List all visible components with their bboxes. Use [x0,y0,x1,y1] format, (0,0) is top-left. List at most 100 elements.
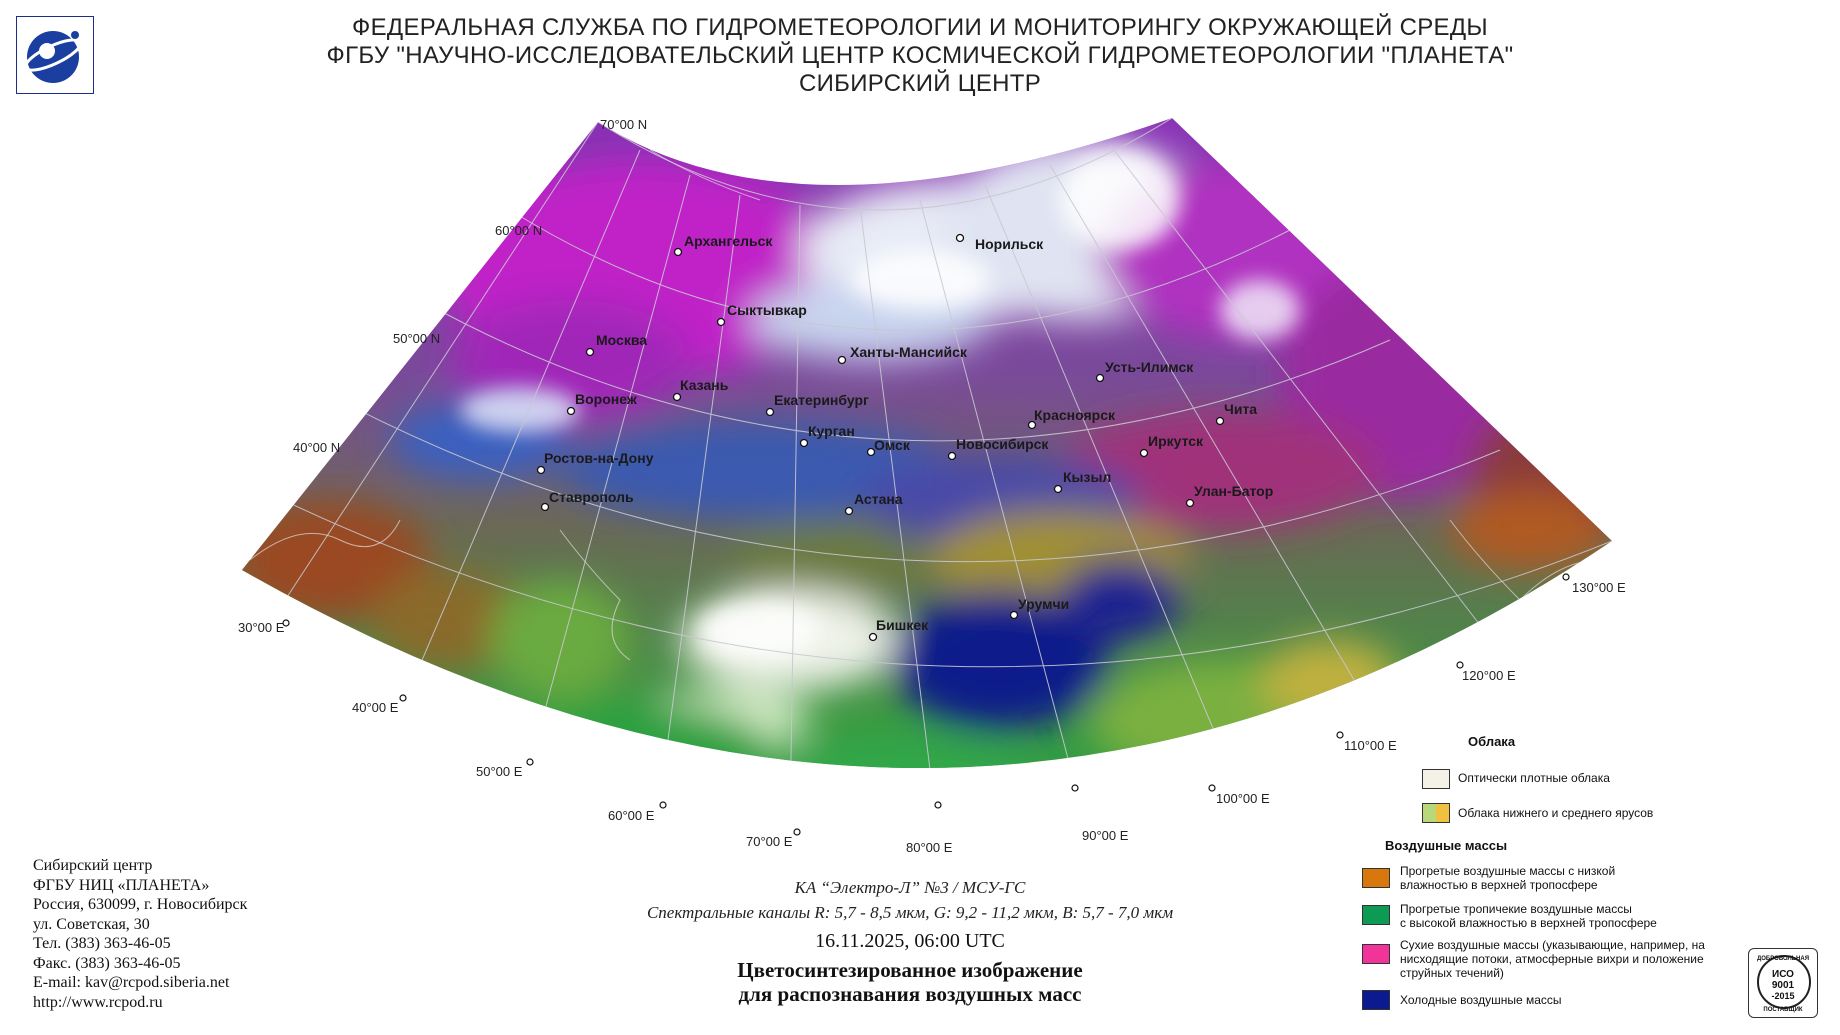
city-ulanbator: Улан-Батор [1185,483,1273,508]
header-line1: ФЕДЕРАЛЬНАЯ СЛУЖБА ПО ГИДРОМЕТЕОРОЛОГИИ … [352,14,1488,41]
spectral-bands: Спектральные каналы R: 5,7 - 8,5 мкм, G:… [646,903,1174,922]
contact-org: Сибирский центр [33,857,153,874]
image-title-line1: Цветосинтезированное изображение [737,958,1083,982]
city-khanty: Ханты-Мансийск [837,344,968,365]
city-rostov: Ростов-на-Дону [536,450,654,475]
city-syktyvkar: Сыктывкар [716,302,807,327]
legend-trop-1: Прогретые тропичекие воздушные массы [1400,902,1632,916]
legend-dry-2: нисходящие потоки, атмосферные вихри и п… [1400,952,1704,966]
contact-agency: ФГБУ НИЦ «ПЛАНЕТА» [33,876,210,894]
svg-text:Ставрополь: Ставрополь [549,489,634,505]
iso-seal-icon [1757,955,1811,1009]
svg-text:Москва: Москва [596,332,647,348]
svg-text:Сыктывкар: Сыктывкар [727,302,807,318]
svg-text:Новосибирск: Новосибирск [956,436,1049,452]
city-chita: Чита [1215,401,1257,426]
legend-warm-low-2: влажностью в верхней тропосфере [1400,878,1598,892]
legend-cold: Холодные воздушные массы [1400,993,1562,1007]
lon-label-100: 100°00 E [1216,791,1270,806]
legend-swatch-trop [1362,905,1390,925]
legend-warm-low-1: Прогретые воздушные массы с низкой [1400,864,1616,878]
city-ust-ilimsk: Усть-Илимск [1095,359,1194,383]
lon-label-60: 60°00 E [608,808,655,823]
satellite-caption: КА “Электро-Л” №3 / МСУ-ГС [794,878,1026,897]
legend-dry-3: струйных течений) [1400,966,1504,980]
lon-label-110: 110°00 E [1344,738,1397,753]
svg-text:Усть-Илимск: Усть-Илимск [1105,359,1194,375]
legend-air-title: Воздушные массы [1385,838,1508,853]
svg-text:Воронеж: Воронеж [575,391,638,407]
city-kyzyl: Кызыл [1053,469,1111,494]
legend-trop: Прогретые тропичекие воздушные массы с в… [1400,902,1657,930]
svg-text:Казань: Казань [680,377,729,393]
header: ФЕДЕРАЛЬНАЯ СЛУЖБА ПО ГИДРОМЕТЕОРОЛОГИИ … [0,14,1840,98]
svg-text:Улан-Батор: Улан-Батор [1194,483,1273,499]
graticule [242,118,1612,768]
image-datetime: 16.11.2025, 06:00 UTC [815,930,1005,952]
city-irkutsk: Иркутск [1139,433,1204,458]
city-urumqi: Урумчи [1009,596,1069,620]
city-krasnoyarsk: Красноярск [1027,407,1116,430]
contact-block: Сибирский центр ФГБУ НИЦ «ПЛАНЕТА» Росси… [33,856,247,1012]
lon-label-80: 80°00 E [906,840,953,855]
city-yekaterinburg: Екатеринбург [765,392,869,417]
city-kazan: Казань [672,377,729,402]
lat-label-50: 50°00 N [393,331,440,346]
header-line2: ФГБУ "НАУЧНО-ИССЛЕДОВАТЕЛЬСКИЙ ЦЕНТР КОС… [326,42,1514,69]
legend-swatch-dense [1422,769,1450,789]
lat-label-70: 70°00 N [600,117,647,132]
svg-text:Урумчи: Урумчи [1018,596,1069,612]
svg-text:Чита: Чита [1224,401,1257,417]
svg-text:Астана: Астана [854,491,903,507]
lon-label-130: 130°00 E [1572,580,1626,595]
iso-text-1: ИСО [1772,969,1794,980]
lon-label-120: 120°00 E [1462,668,1516,683]
legend-dense-clouds: Оптически плотные облака [1458,771,1610,785]
contact-address-street: ул. Советская, 30 [33,915,150,933]
svg-text:Бишкек: Бишкек [876,617,929,633]
iso-bottom-text: ПОСТАВЩИК [1763,1007,1803,1013]
city-voronezh: Воронеж [566,391,638,416]
contact-website: http://www.rcpod.ru [33,993,163,1011]
city-kurgan: Курган [799,423,855,448]
lat-label-60: 60°00 N [495,223,542,238]
city-norilsk: Норильск [955,233,1044,252]
header-line3: СИБИРСКИЙ ЦЕНТР [798,70,1042,97]
lon-label-50: 50°00 E [476,764,523,779]
city-astana: Астана [844,491,903,516]
lon-label-70: 70°00 E [746,834,793,849]
legend-swatch-warm-low [1362,868,1390,888]
city-bishkek: Бишкек [868,617,929,642]
svg-text:Красноярск: Красноярск [1034,407,1116,423]
legend-warm-low: Прогретые воздушные массы с низкой влажн… [1400,864,1615,892]
image-title-line2: для распознавания воздушных масс [738,982,1082,1006]
svg-text:Екатеринбург: Екатеринбург [774,392,869,408]
city-arkhangelsk: Архангельск [673,233,773,257]
contact-phone: Тел. (383) 363-46-05 [33,935,171,952]
planeta-logo [16,16,94,94]
lat-label-40: 40°00 N [293,440,340,455]
svg-text:Омск: Омск [874,437,911,453]
iso-top-text: ДОБРОВОЛЬНАЯ [1756,956,1810,962]
contact-address-city: Россия, 630099, г. Новосибирск [33,896,248,913]
lon-label-40: 40°00 E [352,700,399,715]
svg-text:Архангельск: Архангельск [684,233,773,249]
legend-swatch-dry [1362,944,1390,964]
city-omsk: Омск [866,437,911,457]
lon-label-90: 90°00 E [1082,828,1129,843]
lon-label-30: 30°00 E [238,620,285,635]
svg-text:Ханты-Мансийск: Ханты-Мансийск [850,344,968,360]
svg-text:Иркутск: Иркутск [1148,433,1204,449]
iso-text-3: -2015 [1771,991,1795,1001]
legend-dry: Сухие воздушные массы (указывающие, напр… [1400,938,1705,980]
legend-low-mid-clouds: Облака нижнего и среднего ярусов [1458,806,1654,820]
legend-dry-1: Сухие воздушные массы (указывающие, напр… [1400,938,1705,952]
legend-swatch-cold [1362,990,1390,1010]
iso-certification-badge: ДОБРОВОЛЬНАЯ ИСО 9001 -2015 ПОСТАВЩИК [1748,948,1818,1018]
svg-text:Ростов-на-Дону: Ростов-на-Дону [544,450,654,466]
contact-fax: Факс. (383) 363-46-05 [33,954,181,972]
legend-swatch-low-mid [1422,803,1450,823]
city-markers: Архангельск Норильск Сыктывкар Москва Ха… [536,233,1273,642]
svg-text:Норильск: Норильск [975,236,1044,252]
